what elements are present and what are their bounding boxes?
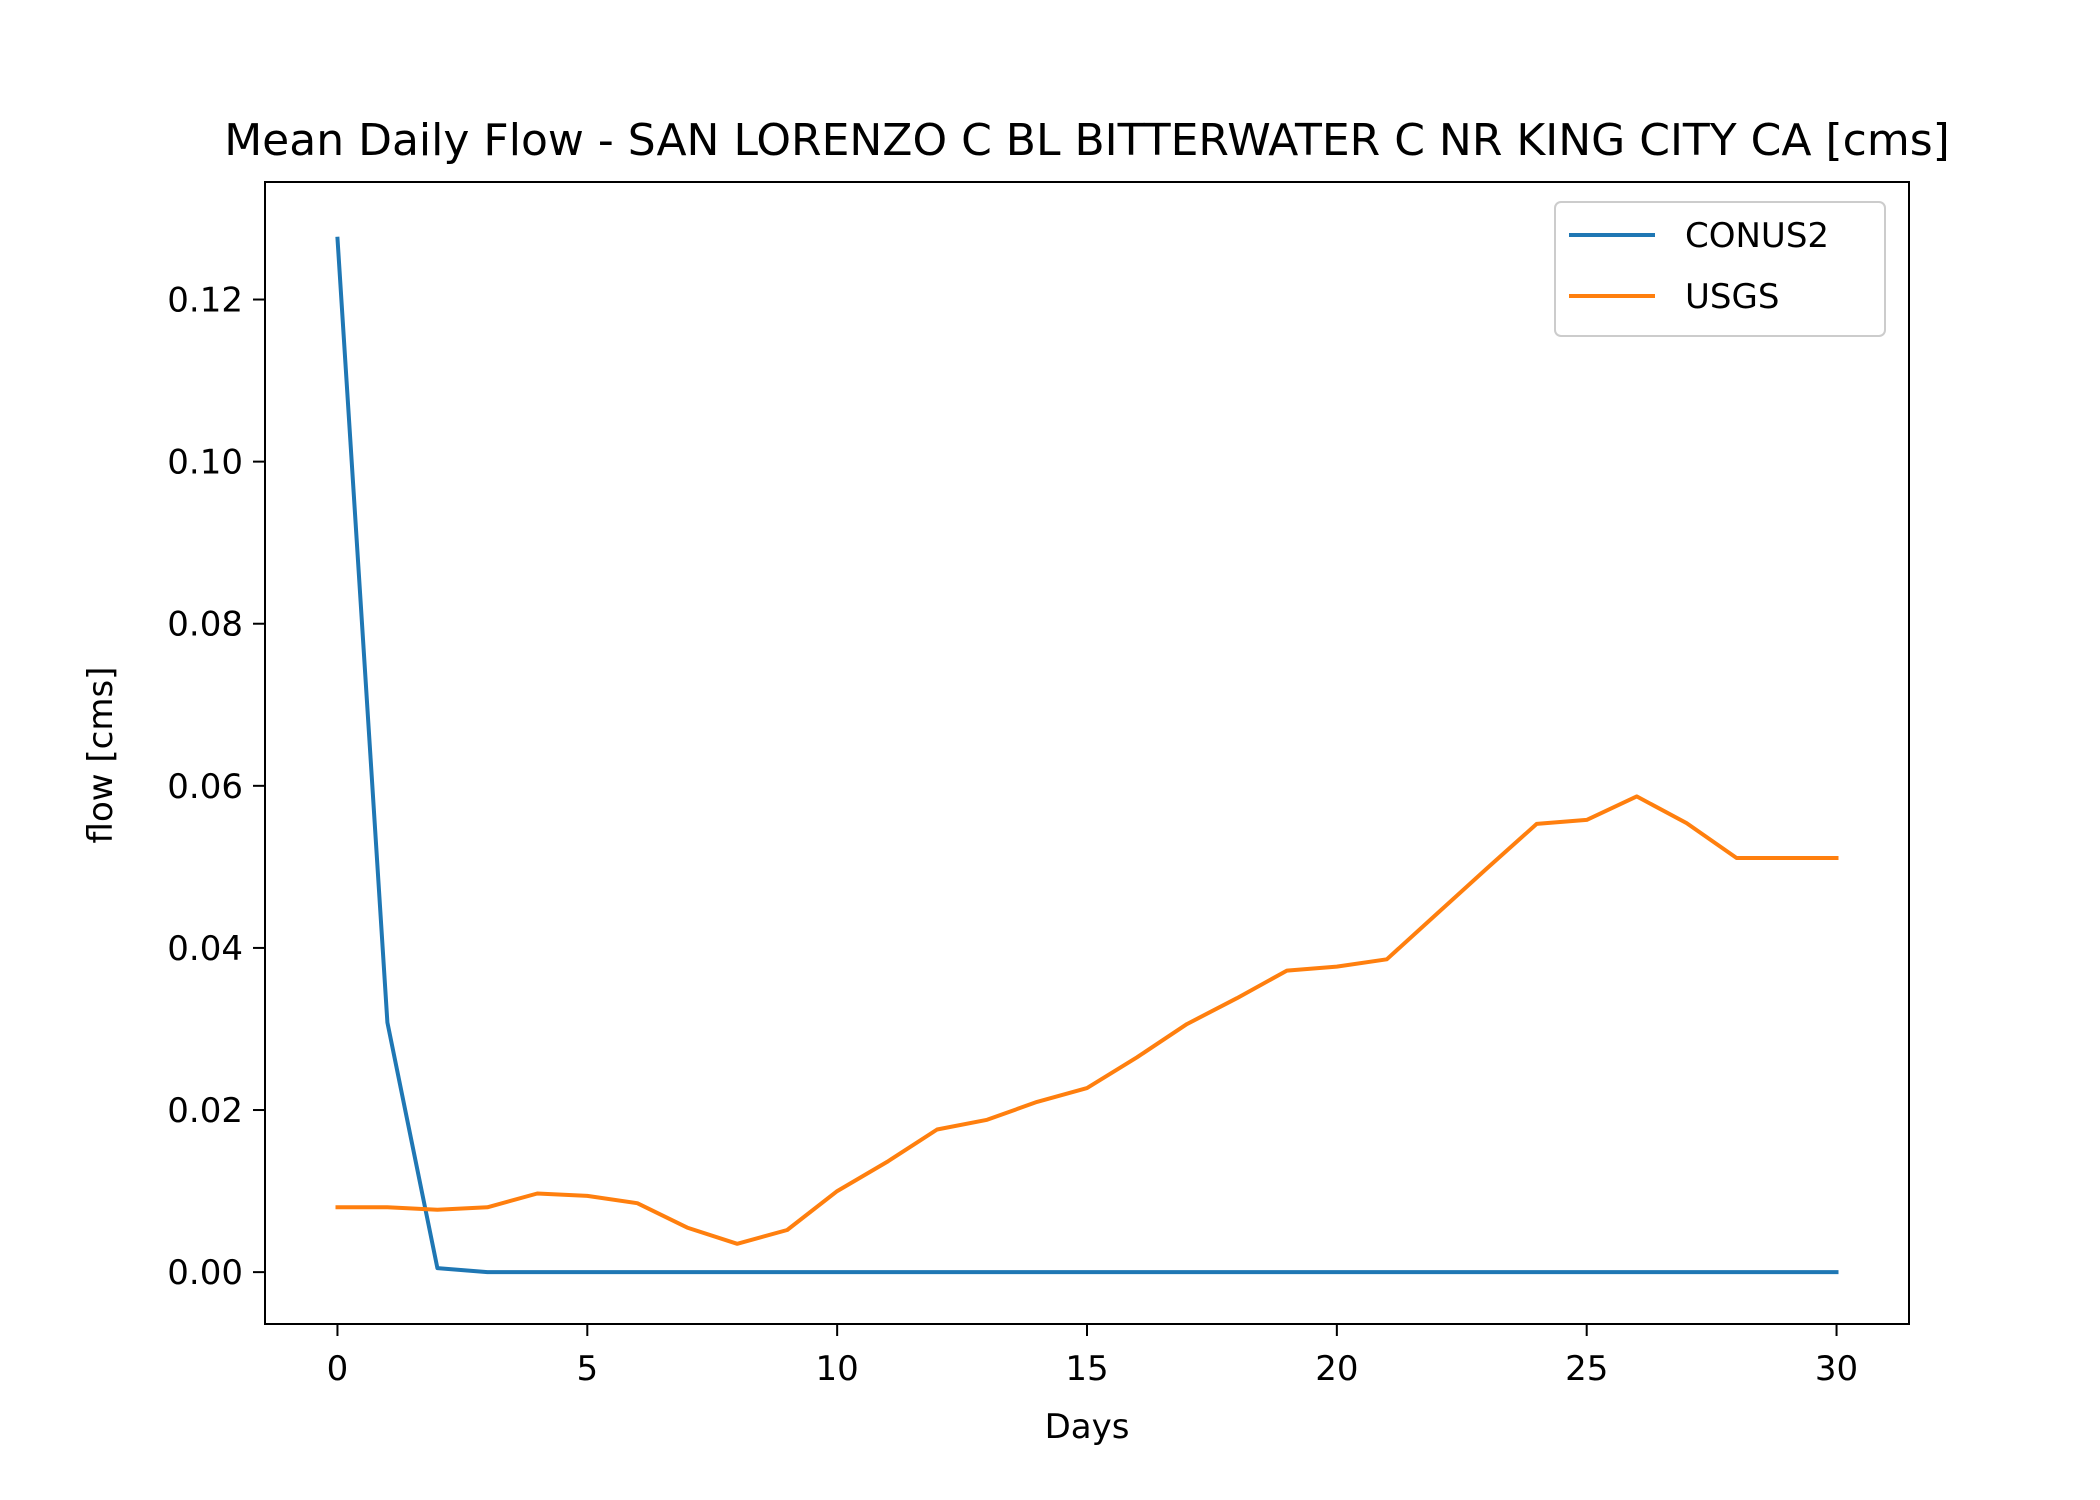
- x-tick-label: 30: [1815, 1349, 1858, 1389]
- x-tick-label: 15: [1065, 1349, 1108, 1389]
- legend-label-usgs: USGS: [1685, 277, 1779, 317]
- y-tick-label: 0.06: [167, 767, 243, 807]
- y-tick-label: 0.00: [167, 1253, 243, 1293]
- y-tick-label: 0.10: [167, 443, 243, 483]
- x-axis: 0 5 10 15 20 25 30: [327, 1324, 1858, 1389]
- series-line-usgs: [335, 794, 1839, 1246]
- y-tick-label: 0.12: [167, 281, 243, 321]
- legend: CONUS2 USGS: [1554, 201, 1886, 337]
- x-tick-label: 25: [1565, 1349, 1608, 1389]
- y-tick-label: 0.02: [167, 1091, 243, 1131]
- y-axis-label: flow [cms]: [81, 667, 121, 844]
- y-tick-label: 0.08: [167, 605, 243, 645]
- y-axis: 0.00 0.02 0.04 0.06 0.08 0.10 0.12: [167, 281, 265, 1293]
- x-tick-label: 5: [576, 1349, 598, 1389]
- series-line-conus2: [335, 236, 1839, 1275]
- chart-title: Mean Daily Flow - SAN LORENZO C BL BITTE…: [224, 115, 1950, 166]
- legend-label-conus2: CONUS2: [1685, 216, 1829, 256]
- x-tick-label: 10: [816, 1349, 859, 1389]
- x-axis-label: Days: [1045, 1407, 1130, 1447]
- y-tick-label: 0.04: [167, 929, 243, 969]
- x-tick-label: 0: [327, 1349, 349, 1389]
- x-tick-label: 20: [1315, 1349, 1358, 1389]
